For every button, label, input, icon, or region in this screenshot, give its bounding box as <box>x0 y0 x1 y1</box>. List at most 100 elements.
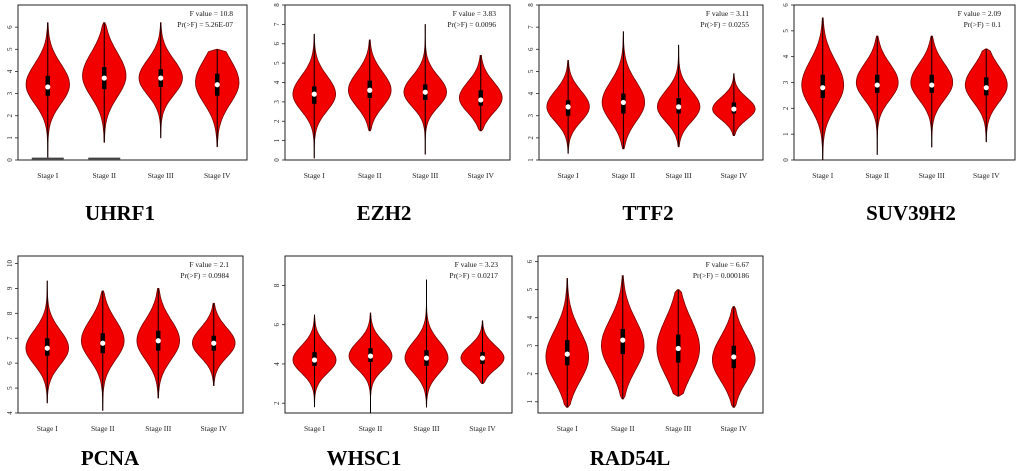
y-tick-label: 0 <box>6 158 14 162</box>
x-tick-label: Stage III <box>413 424 440 433</box>
x-tick-label: Stage IV <box>721 424 748 433</box>
plot-frame <box>537 255 764 414</box>
x-tick-label: Stage II <box>359 424 383 433</box>
y-tick-label: 8 <box>273 3 281 7</box>
median-dot <box>564 351 570 357</box>
gene-label-rad54l: RAD54L <box>589 446 671 470</box>
x-tick-label: Stage III <box>412 171 439 180</box>
violin-panel-whsc1: 2 4 6 8 Stage I Stage II Stage III Stage IV F va… <box>262 250 517 470</box>
median-dot <box>158 75 164 81</box>
median-dot <box>311 91 317 97</box>
median-dot <box>565 104 571 110</box>
x-tick-label: Stage II <box>865 171 889 180</box>
median-dot <box>731 106 737 112</box>
plot-frame <box>17 255 244 414</box>
p-value-label: Pr(>F) = 0.0217 <box>449 271 498 280</box>
x-tick-label: Stage III <box>665 424 692 433</box>
f-value-label: F value = 2.1 <box>189 260 229 269</box>
y-tick-label: 9 <box>6 286 14 290</box>
violin-panel-ezh2: 0 1 2 3 4 5 6 7 8 Stage I Stage II Stage III Stage I… <box>262 0 517 235</box>
y-tick-label: 1 <box>526 400 534 404</box>
plot-frame <box>538 4 764 161</box>
median-dot <box>675 345 681 352</box>
x-tick-label: Stage II <box>612 171 636 180</box>
f-value-label: F value = 2.09 <box>958 9 1002 18</box>
median-dot <box>211 340 217 346</box>
x-tick-label: Stage I <box>557 424 579 433</box>
gene-label-suv39h2: SUV39H2 <box>866 201 956 225</box>
y-tick-label: 2 <box>526 372 534 376</box>
f-value-label: F value = 10.8 <box>190 9 234 18</box>
y-tick-label: 5 <box>526 287 534 291</box>
gene-label-pcna: PCNA <box>80 446 140 470</box>
y-tick-label: 3 <box>527 113 535 117</box>
x-tick-label: Stage IV <box>204 171 231 180</box>
y-tick-label: 4 <box>273 362 281 366</box>
y-tick-label: 6 <box>6 361 14 365</box>
median-dot <box>929 82 935 88</box>
y-tick-label: 0 <box>273 158 281 162</box>
x-tick-label: Stage IV <box>973 171 1000 180</box>
x-tick-label: Stage I <box>304 424 326 433</box>
f-value-label: F value = 3.23 <box>455 260 499 269</box>
y-tick-label: 5 <box>782 29 790 33</box>
gene-label-ezh2: EZH2 <box>356 201 412 225</box>
y-tick-label: 2 <box>273 401 281 405</box>
y-tick-label: 5 <box>6 386 14 390</box>
x-tick-label: Stage I <box>558 171 580 180</box>
y-tick-label: 5 <box>6 47 14 51</box>
p-value-label: Pr(>F) = 0.0984 <box>180 271 229 280</box>
y-tick-label: 6 <box>6 25 14 29</box>
p-value-label: Pr(>F) = 0.0096 <box>447 20 496 29</box>
y-tick-label: 8 <box>527 3 535 7</box>
x-tick-label: Stage I <box>37 171 59 180</box>
p-value-label: Pr(>F) = 0.0255 <box>700 20 749 29</box>
x-tick-label: Stage I <box>37 424 59 433</box>
y-tick-label: 7 <box>6 336 14 340</box>
median-dot <box>479 355 486 361</box>
violin-panel-rad54l: 1 2 3 4 5 6 Stage I Stage II Stage III Stage IV F … <box>517 250 772 470</box>
y-tick-label: 5 <box>273 61 281 65</box>
x-tick-label: Stage II <box>92 171 116 180</box>
x-tick-label: Stage IV <box>469 424 496 433</box>
x-tick-label: Stage III <box>145 424 172 433</box>
median-dot <box>367 87 373 93</box>
gene-label-uhrf1: UHRF1 <box>85 201 155 225</box>
median-dot <box>874 82 880 88</box>
median-dot <box>620 337 626 343</box>
median-dot <box>44 345 50 351</box>
y-tick-label: 0 <box>782 158 790 162</box>
violin-chart-svg: 4 5 6 7 8 9 10 Stage I Stage II Stage III Stage IV… <box>6 255 244 433</box>
y-tick-label: 8 <box>273 283 281 287</box>
x-tick-label: Stage III <box>919 171 946 180</box>
y-tick-label: 1 <box>527 158 535 162</box>
median-dot <box>422 89 428 95</box>
x-tick-label: Stage II <box>358 171 382 180</box>
violin-panel-pcna: 4 5 6 7 8 9 10 Stage I Stage II Stage III Stage IV… <box>0 250 255 470</box>
median-dot <box>100 340 106 346</box>
f-value-label: F value = 3.83 <box>453 9 497 18</box>
y-tick-label: 3 <box>273 100 281 104</box>
p-value-label: Pr(>F) = 5.26E-07 <box>177 20 233 29</box>
median-dot <box>676 104 682 110</box>
violin-chart-svg: 2 4 6 8 Stage I Stage II Stage III Stage IV F va… <box>273 255 513 433</box>
violin-chart-svg: 0 1 2 3 4 5 6 7 8 Stage I Stage II Stage III Stage I… <box>273 3 511 180</box>
y-tick-label: 6 <box>782 3 790 7</box>
violin-chart-svg: 1 2 3 4 5 6 7 8 Stage I Stage II Stage III Stage IV… <box>527 3 764 180</box>
x-tick-label: Stage I <box>304 171 326 180</box>
median-dot <box>311 357 318 363</box>
y-tick-label: 6 <box>273 322 281 326</box>
y-tick-label: 3 <box>782 80 790 84</box>
y-tick-label: 1 <box>782 132 790 136</box>
y-tick-label: 2 <box>527 136 535 140</box>
x-tick-label: Stage III <box>666 171 693 180</box>
x-tick-label: Stage III <box>148 171 175 180</box>
violin-chart-svg: 0 1 2 3 4 5 6 Stage I Stage II Stage III Stage IV F… <box>6 4 248 180</box>
y-tick-label: 7 <box>527 25 535 29</box>
x-tick-label: Stage I <box>812 171 834 180</box>
y-tick-label: 8 <box>6 311 14 315</box>
p-value-label: Pr(>F) = 0.000186 <box>693 271 749 280</box>
median-dot <box>367 353 374 359</box>
f-value-label: F value = 3.11 <box>706 9 749 18</box>
y-tick-label: 2 <box>782 106 790 110</box>
